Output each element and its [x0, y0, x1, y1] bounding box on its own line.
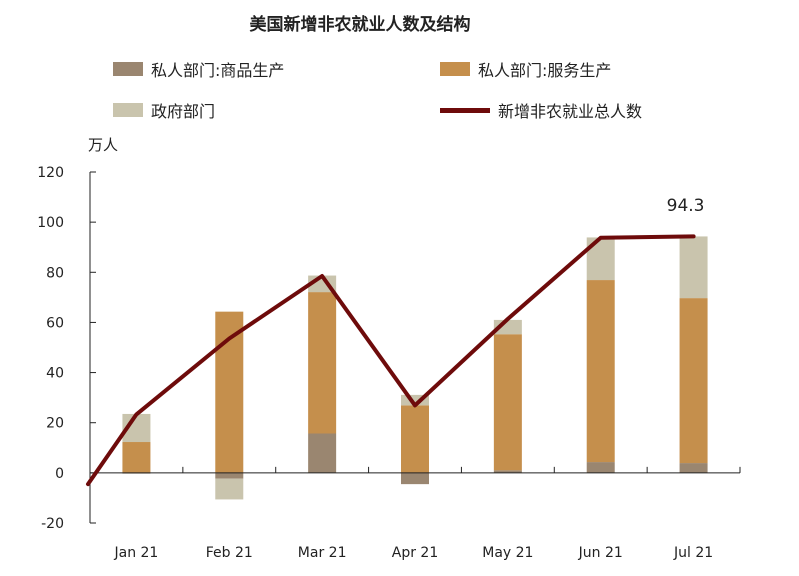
legend-label-services: 私人部门:服务生产 — [478, 61, 612, 80]
y-tick-label: 120 — [37, 165, 64, 181]
bar-services — [679, 298, 708, 464]
chart-title: 美国新增非农就业人数及结构 — [249, 15, 471, 35]
x-tick-label: Mar 21 — [298, 545, 347, 561]
bar-services — [122, 442, 151, 473]
legend-goods: 私人部门:商品生产 — [113, 57, 284, 81]
bar-goods — [493, 470, 522, 473]
legend-label-goods: 私人部门:商品生产 — [151, 61, 285, 80]
bar-government — [215, 478, 244, 500]
x-tick-label: Jan 21 — [113, 545, 158, 561]
bar-goods — [401, 472, 429, 485]
bar-goods — [586, 462, 615, 473]
legend-government: 政府部门 — [113, 98, 215, 122]
legend-swatch-goods — [113, 62, 143, 76]
y-tick-label: 100 — [37, 215, 64, 231]
bar-services — [586, 280, 615, 463]
bar-government — [401, 394, 429, 406]
y-tick-label: 40 — [46, 366, 64, 382]
y-tick-label: -20 — [41, 516, 64, 532]
bar-services — [401, 405, 429, 473]
bar-services — [215, 311, 244, 473]
line-total — [86, 234, 696, 487]
y-tick-label: 60 — [46, 315, 64, 331]
legend-services: 私人部门:服务生产 — [440, 57, 611, 81]
y-tick-label: 80 — [46, 265, 64, 281]
x-tick-label: Jun 21 — [578, 545, 623, 561]
y-tick-label: 0 — [55, 466, 64, 482]
legend-swatch-total — [440, 107, 490, 113]
legend-label-government: 政府部门 — [151, 102, 216, 121]
legend-swatch-government — [113, 103, 143, 117]
x-tick-label: Apr 21 — [392, 545, 438, 561]
y-axis-unit-label: 万人 — [88, 136, 119, 154]
bar-government — [679, 236, 708, 299]
bar-goods — [679, 463, 708, 473]
bar-goods — [215, 472, 244, 479]
bar-services — [308, 292, 337, 434]
bar-goods — [308, 433, 337, 473]
legend-swatch-services — [440, 62, 470, 76]
y-tick-label: 20 — [46, 416, 64, 432]
bar-services — [493, 334, 522, 471]
data-label-total: 94.3 — [667, 196, 705, 216]
legend-total: 新增非农就业总人数 — [440, 98, 642, 122]
x-tick-label: Feb 21 — [206, 545, 253, 561]
x-tick-label: Jul 21 — [673, 545, 713, 561]
x-tick-label: May 21 — [482, 545, 533, 561]
legend-label-total: 新增非农就业总人数 — [498, 102, 643, 121]
